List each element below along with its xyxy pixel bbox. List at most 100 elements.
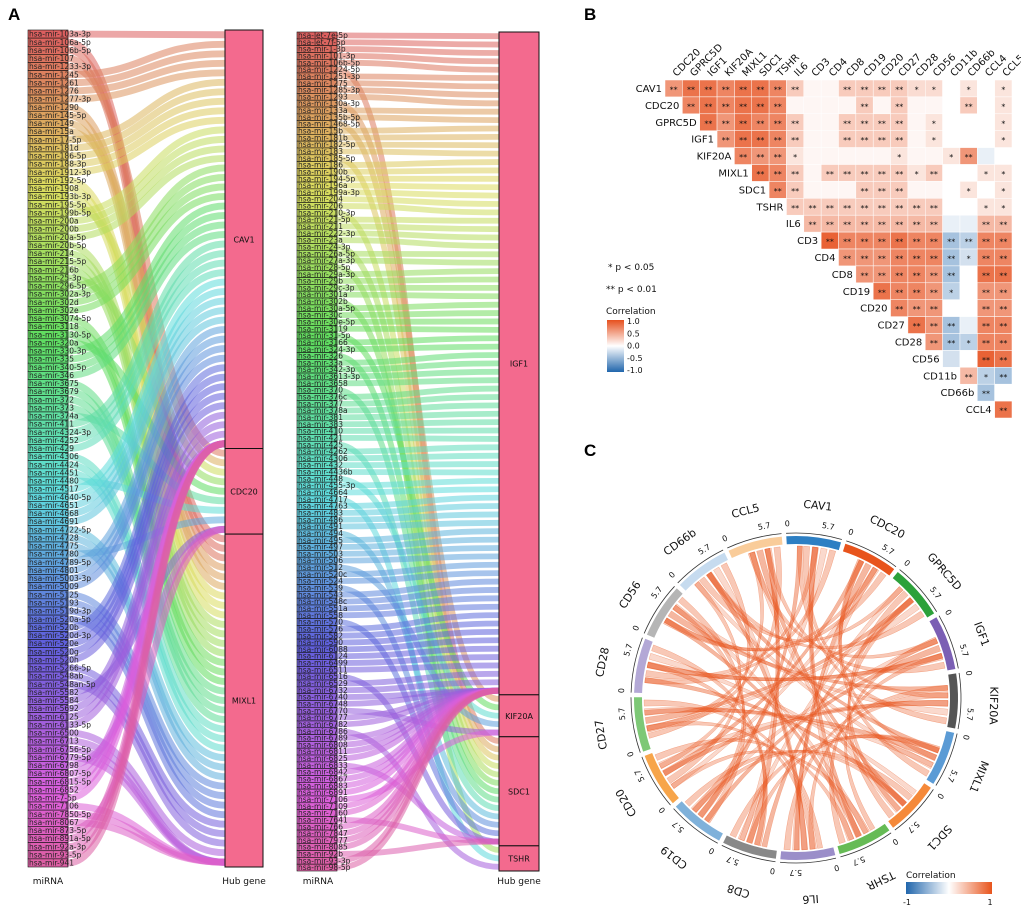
mirna-label: hsa-mir-1908 <box>29 184 79 193</box>
chord-link <box>667 610 949 692</box>
chord-sector-label: GPRC5D <box>925 550 965 593</box>
mirna-label: hsa-mir-3613-3p <box>298 372 360 381</box>
mirna-label: hsa-mir-342-3p <box>298 365 355 374</box>
heatmap-significance: ** <box>756 153 764 162</box>
sankey-flow <box>336 377 500 387</box>
mirna-label: hsa-mir-6867 <box>298 775 348 784</box>
sankey-flow <box>67 135 226 225</box>
chord-sector-label: CD28 <box>593 646 612 678</box>
mirna-label: hsa-mir-455-3p <box>298 481 355 490</box>
mirna-label: hsa-mir-1293 <box>298 92 348 101</box>
heatmap-significance: ** <box>999 254 1007 263</box>
sankey-flow <box>336 250 500 258</box>
chord-axis <box>786 532 842 540</box>
mirna-label: hsa-mir-29b <box>298 277 343 286</box>
heatmap-significance: * <box>932 119 936 128</box>
heatmap-cell <box>820 147 839 165</box>
sankey-flow <box>336 73 500 82</box>
chord-sector-label: IGF1 <box>971 620 992 648</box>
mirna-label: hsa-mir-6842 <box>298 768 348 777</box>
heatmap-significance: ** <box>791 187 799 196</box>
sankey-flow <box>336 223 500 233</box>
mirna-label: hsa-mir-33a <box>298 358 343 367</box>
heatmap-significance: * <box>949 288 953 297</box>
sankey-flow <box>336 427 500 434</box>
sankey-flow <box>336 325 500 333</box>
sankey-flow <box>336 545 500 557</box>
mirna-label: hsa-mir-30c <box>298 311 342 320</box>
heatmap-cell <box>838 181 857 199</box>
chord-link <box>658 700 949 769</box>
heatmap-cell <box>959 316 978 334</box>
mirna-label: hsa-mir-107 <box>29 54 74 63</box>
chord-sector <box>947 673 959 729</box>
sankey-flow <box>336 268 500 278</box>
heatmap-significance: ** <box>861 170 869 179</box>
heatmap-cell <box>872 96 891 115</box>
mirna-label: hsa-mir-6133-5p <box>29 720 91 729</box>
sankey-flow <box>336 654 500 666</box>
mirna-label: hsa-mir-301a <box>298 290 348 299</box>
chord-sector <box>646 588 683 638</box>
mirna-label: hsa-mir-6782 <box>298 720 348 729</box>
heatmap-significance: * <box>1001 187 1005 196</box>
mirna-label: hsa-mir-1912-3p <box>29 168 91 177</box>
sankey-right: hsa-let-7e-5phsa-let-7f-5phsa-mir-1-3phs… <box>296 31 540 872</box>
heatmap-significance: ** <box>965 102 973 111</box>
mirna-label: hsa-mir-6748 <box>298 699 348 708</box>
heatmap-significance: ** <box>878 288 886 297</box>
mirna-label: hsa-mir-4668 <box>29 509 79 518</box>
mirna-label: hsa-mir-411 <box>29 420 74 429</box>
heatmap-cell <box>959 164 978 182</box>
chord-sector <box>786 536 842 551</box>
heatmap-significance: ** <box>999 322 1007 331</box>
heatmap-cell <box>855 147 874 165</box>
mirna-label: hsa-mir-210-3p <box>298 208 355 217</box>
chord-tick: 5.7 <box>725 854 740 867</box>
mirna-label: hsa-mir-30e-5p <box>298 317 355 326</box>
mirna-label: hsa-mir-6883 <box>298 781 348 790</box>
chord-tick: 5.7 <box>945 768 959 783</box>
mirna-label: hsa-mir-524 <box>298 577 343 586</box>
chord-link <box>756 549 907 807</box>
sankey-flow <box>336 402 500 414</box>
heatmap-significance: ** <box>756 136 764 145</box>
heatmap-row-label: CAV1 <box>636 84 662 95</box>
heatmap-significance: ** <box>739 119 747 128</box>
heatmap-significance: ** <box>861 187 869 196</box>
heatmap-significance: ** <box>826 204 834 213</box>
heatmap-row-label: MIXL1 <box>718 168 748 179</box>
chord-tick: 0 <box>935 791 945 800</box>
mirna-label: hsa-mir-5266-5p <box>29 664 91 673</box>
chord-link <box>698 576 904 643</box>
mirna-label: hsa-mir-6740 <box>298 693 348 702</box>
heatmap-cell <box>925 181 943 199</box>
heatmap-significance: * <box>1001 119 1005 128</box>
heatmap-significance: ** <box>826 221 834 230</box>
chord-tick: 5.7 <box>757 521 771 532</box>
mirna-label: hsa-mir-130a-3p <box>298 99 360 108</box>
heatmap-cell <box>994 400 1013 419</box>
sankey-flow <box>67 116 226 176</box>
heatmap-cell <box>942 181 961 199</box>
sankey-right-ylabel: Hub gene <box>497 877 541 887</box>
mirna-label: hsa-mir-6825 <box>298 754 348 763</box>
heatmap-significance: ** <box>913 288 921 297</box>
heatmap-significance: ** <box>947 238 955 247</box>
mirna-label: hsa-mir-4640-5p <box>29 493 91 502</box>
chord-sector <box>842 543 895 576</box>
heatmap-significance: * <box>1001 170 1005 179</box>
heatmap-significance: ** <box>913 271 921 280</box>
heatmap-legend-tick: 0.5 <box>627 329 640 338</box>
mirna-label: hsa-mir-106b-5p <box>298 58 360 67</box>
heatmap-row-label: CD4 <box>814 253 835 264</box>
sankey-flow <box>336 332 500 711</box>
heatmap-col-label: CD3 <box>810 56 833 79</box>
heatmap-significance: ** <box>774 170 782 179</box>
mirna-label: hsa-mir-576 <box>298 624 343 633</box>
heatmap-row-label: IL6 <box>786 219 801 230</box>
heatmap-cell <box>820 181 839 199</box>
mirna-label: hsa-mir-199a-3p <box>298 188 360 197</box>
sankey-flow <box>67 97 226 160</box>
chord-sector-label: MIXL1 <box>966 759 991 795</box>
